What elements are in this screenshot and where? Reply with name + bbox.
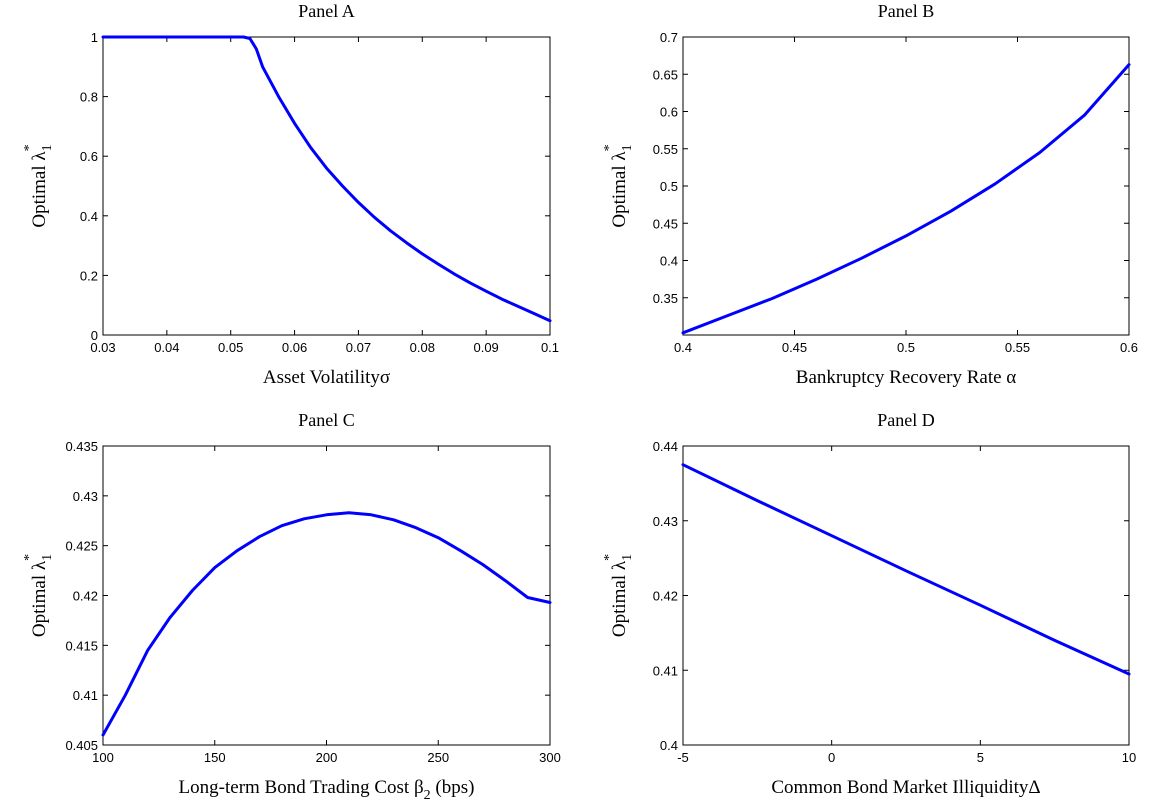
panel-d: -5 0 5 10 0.4 0.41 0.42 0.43 0.44 Panel D Common B… [602, 410, 1136, 798]
y-tick-label: 0.405 [65, 738, 98, 753]
panel-title: Panel A [298, 1, 355, 21]
y-tick-label: 0.41 [653, 663, 678, 678]
plot-area [102, 445, 551, 746]
y-tick-label: 0.42 [73, 589, 98, 604]
x-tick-label: 5 [977, 750, 984, 765]
y-tick-label: 1 [91, 30, 98, 45]
panel-title: Panel B [878, 1, 935, 21]
panel-a: 0.03 0.04 0.05 0.06 0.07 0.08 0.09 0.1 0 0.2 0.4 0.… [22, 1, 559, 388]
y-tick-label: 0.65 [653, 67, 678, 82]
y-axis-label: Optimal λ* 1 [22, 554, 55, 637]
x-tick-label: 200 [316, 750, 338, 765]
y-axis-label-sup: * [22, 554, 37, 561]
y-axis-label-main: Optimal λ [609, 151, 630, 228]
x-axis-label-main: Long-term Bond Trading Cost β [179, 777, 424, 798]
x-axis-label: Long-term Bond Trading Cost β2 (bps) [179, 777, 475, 803]
y-tick-label: 0.7 [660, 30, 678, 45]
x-tick-label: 300 [539, 750, 561, 765]
y-axis-label-main: Optimal λ [29, 560, 50, 637]
x-tick-label: 0.1 [541, 340, 559, 355]
series-line [101, 35, 552, 323]
x-axis-label-sub: 2 [424, 788, 431, 803]
x-axis-label: Bankruptcy Recovery Rate α [796, 367, 1017, 388]
x-tick-label: 0.4 [674, 340, 692, 355]
x-tick-label: -5 [677, 750, 689, 765]
y-axis-label: Optimal λ* 1 [22, 144, 55, 227]
y-tick-label: 0.41 [73, 688, 98, 703]
x-axis-label: Asset Volatilityσ [263, 367, 390, 388]
y-tick-label: 0.42 [653, 589, 678, 604]
y-tick-label: 0.425 [65, 539, 98, 554]
y-tick-label: 0.6 [660, 105, 678, 120]
x-tick-label: 10 [1122, 750, 1136, 765]
x-tick-label: 0.06 [282, 340, 307, 355]
y-axis-label-sup: * [22, 144, 37, 151]
x-tick-label: 0.5 [897, 340, 915, 355]
x-tick-label: 0.09 [473, 340, 498, 355]
y-tick-label: 0.4 [660, 254, 678, 269]
y-tick-label: 0.8 [80, 90, 98, 105]
x-tick-label: 0.55 [1005, 340, 1030, 355]
y-tick-label: 0.44 [653, 439, 678, 454]
y-axis-label-sub: 1 [620, 144, 635, 151]
x-tick-label: 100 [92, 750, 114, 765]
x-tick-label: 0.03 [90, 340, 115, 355]
y-tick-label: 0.55 [653, 142, 678, 157]
y-tick-label: 0 [91, 328, 98, 343]
panel-title: Panel C [298, 410, 355, 430]
y-axis-label-sub: 1 [620, 554, 635, 561]
panel-title: Panel D [877, 410, 935, 430]
panel-c: 100 150 200 250 300 0.405 0.41 0.415 0.42 0.425 0.… [22, 410, 561, 803]
y-tick-label: 0.4 [660, 738, 678, 753]
x-axis-label-tail: (bps) [431, 777, 475, 798]
y-axis-label-sup: * [602, 554, 617, 561]
x-tick-label: 0.08 [410, 340, 435, 355]
y-tick-label: 0.6 [80, 149, 98, 164]
y-tick-label: 0.43 [653, 514, 678, 529]
y-tick-label: 0.415 [65, 638, 98, 653]
plot-area [102, 36, 551, 336]
x-tick-label: 0.05 [218, 340, 243, 355]
y-axis-label: Optimal λ* 1 [602, 554, 635, 637]
plot-area [682, 445, 1130, 746]
x-tick-label: 0.04 [154, 340, 179, 355]
y-axis-label-sup: * [602, 144, 617, 151]
series-line [101, 511, 552, 737]
y-tick-label: 0.35 [653, 291, 678, 306]
x-tick-label: 0.6 [1120, 340, 1138, 355]
x-tick-label: 0.45 [782, 340, 807, 355]
x-tick-label: 0.07 [346, 340, 371, 355]
x-tick-label: 150 [204, 750, 226, 765]
plot-area [682, 36, 1130, 336]
y-tick-label: 0.2 [80, 268, 98, 283]
series-line [681, 463, 1131, 676]
y-axis-label-sub: 1 [40, 554, 55, 561]
y-axis-label-main: Optimal λ [29, 151, 50, 228]
x-tick-label: 250 [427, 750, 449, 765]
y-tick-label: 0.43 [73, 489, 98, 504]
series-line [681, 63, 1131, 335]
x-tick-label: 0 [828, 750, 835, 765]
y-axis-label: Optimal λ* 1 [602, 144, 635, 227]
y-tick-label: 0.5 [660, 179, 678, 194]
y-tick-label: 0.4 [80, 209, 98, 224]
y-tick-label: 0.435 [65, 439, 98, 454]
y-axis-label-sub: 1 [40, 144, 55, 151]
y-tick-label: 0.45 [653, 216, 678, 231]
panel-b: 0.4 0.45 0.5 0.55 0.6 0.35 0.4 0.45 0.5 0.55 0.6 0.… [602, 1, 1138, 388]
x-axis-label: Common Bond Market IlliquidityΔ [771, 777, 1040, 798]
y-axis-label-main: Optimal λ [609, 560, 630, 637]
